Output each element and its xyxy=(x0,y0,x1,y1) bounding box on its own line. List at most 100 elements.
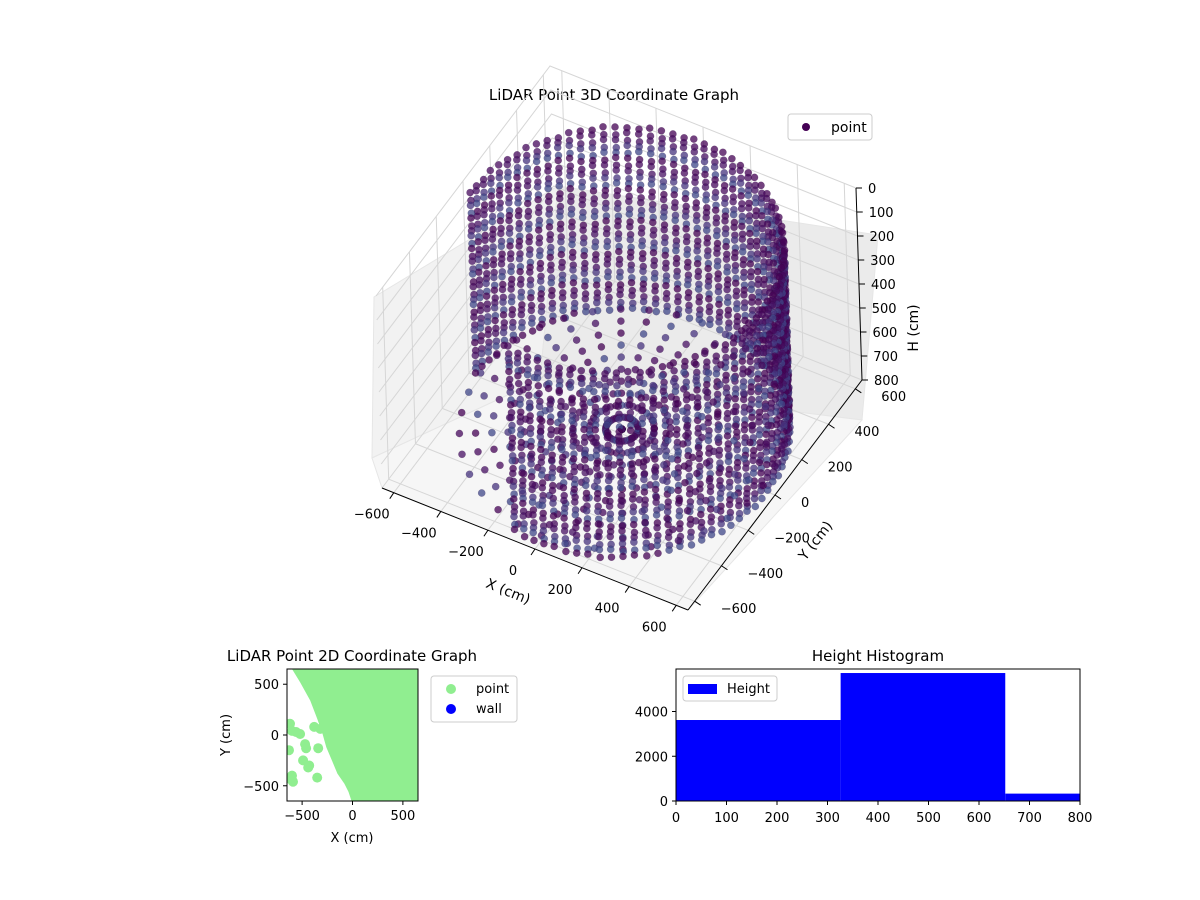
data-point xyxy=(600,354,609,363)
data-point xyxy=(723,298,732,307)
data-point xyxy=(496,461,504,470)
data-point xyxy=(614,234,623,243)
data-point xyxy=(624,197,633,206)
data-point xyxy=(763,473,772,482)
outlier-point xyxy=(315,723,326,734)
data-point xyxy=(517,293,525,301)
data-point xyxy=(579,412,588,421)
data-point xyxy=(589,379,597,388)
data-point xyxy=(526,281,535,289)
data-point xyxy=(761,402,770,411)
data-point xyxy=(606,532,615,541)
data-point xyxy=(629,520,638,529)
data-point xyxy=(523,182,532,190)
data-point xyxy=(723,432,732,440)
data-point xyxy=(755,430,764,439)
data-point xyxy=(480,465,489,474)
data-point xyxy=(634,353,642,362)
data-point xyxy=(470,313,478,321)
data-point xyxy=(737,192,745,200)
data-point xyxy=(737,222,746,231)
data-point xyxy=(603,420,611,429)
data-point xyxy=(649,404,657,412)
x-tick-label-3d: 400 xyxy=(595,602,620,617)
data-point xyxy=(495,191,504,200)
data-point xyxy=(549,512,558,520)
histogram-bar xyxy=(840,673,1006,801)
data-point xyxy=(642,544,650,552)
data-point xyxy=(526,429,535,438)
data-point xyxy=(667,486,675,495)
data-point xyxy=(490,374,499,383)
data-point xyxy=(576,132,584,140)
data-point xyxy=(567,325,575,333)
data-point xyxy=(618,539,627,548)
data-point xyxy=(592,281,601,289)
data-point xyxy=(515,387,524,396)
data-point xyxy=(516,430,525,439)
z-tick-label-3d: 800 xyxy=(874,374,899,389)
data-point xyxy=(640,475,648,484)
data-point xyxy=(537,471,546,479)
data-point xyxy=(716,380,724,389)
data-point xyxy=(514,379,523,388)
data-point xyxy=(470,326,479,334)
data-point xyxy=(562,547,570,556)
data-point xyxy=(694,443,703,452)
data-point xyxy=(668,135,677,143)
data-point xyxy=(509,482,518,491)
data-point xyxy=(680,169,689,177)
data-point xyxy=(671,216,680,225)
data-point xyxy=(640,505,649,514)
data-point xyxy=(564,128,573,137)
data-point xyxy=(692,377,700,385)
data-point xyxy=(638,254,647,263)
data-point xyxy=(674,486,683,495)
histogram-x-tick-label: 0 xyxy=(672,811,680,826)
data-point xyxy=(642,552,651,560)
data-point xyxy=(668,525,677,534)
data-point xyxy=(702,226,711,235)
data-point xyxy=(491,316,499,325)
y-tick-label-2d: 0 xyxy=(271,729,279,744)
data-point xyxy=(683,263,692,272)
data-point xyxy=(467,231,476,240)
data-point xyxy=(700,527,708,535)
z-tick-label-3d: 600 xyxy=(873,326,898,341)
data-point xyxy=(613,222,622,230)
data-point xyxy=(464,388,473,397)
data-point xyxy=(686,533,695,541)
data-point xyxy=(681,181,689,190)
data-point xyxy=(779,238,788,247)
data-point xyxy=(554,169,563,177)
data-point xyxy=(535,389,543,398)
data-point xyxy=(674,536,683,545)
data-point xyxy=(591,426,600,434)
data-point xyxy=(607,553,616,562)
data-point xyxy=(647,370,656,379)
data-point xyxy=(582,524,591,533)
data-point xyxy=(509,336,517,344)
data-point xyxy=(577,379,586,388)
y-tick-label-3d: 0 xyxy=(801,496,809,511)
data-point xyxy=(645,306,653,315)
data-point xyxy=(651,287,659,295)
data-point xyxy=(736,179,745,188)
data-point xyxy=(534,195,542,204)
data-point xyxy=(533,170,541,179)
grid-line-height xyxy=(376,89,857,321)
data-point xyxy=(480,392,488,400)
data-point xyxy=(625,210,634,218)
data-point xyxy=(729,339,738,347)
data-point xyxy=(568,429,577,438)
data-point xyxy=(628,482,637,491)
data-point xyxy=(473,410,482,419)
data-point xyxy=(698,433,706,442)
data-point xyxy=(494,161,503,169)
data-point xyxy=(661,264,670,272)
data-point xyxy=(654,549,662,558)
data-point xyxy=(471,429,480,437)
data-point xyxy=(535,251,544,260)
data-point xyxy=(639,450,647,458)
data-point xyxy=(606,545,615,554)
